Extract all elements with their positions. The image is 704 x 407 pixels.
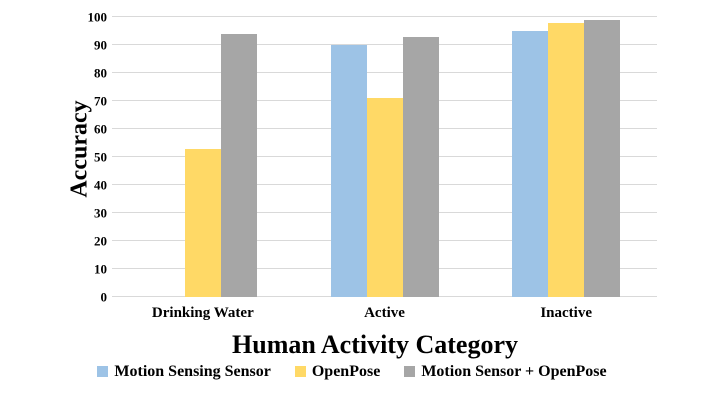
bar [512, 31, 549, 297]
y-tick-label: 70 [94, 93, 107, 109]
y-tick-label: 20 [94, 233, 107, 249]
bar [220, 33, 257, 297]
bar [330, 45, 367, 297]
bar [402, 36, 439, 297]
legend-swatch-icon [294, 365, 306, 377]
legend-item: Motion Sensor + OpenPose [404, 363, 607, 381]
y-tick-label: 40 [94, 177, 107, 193]
legend-swatch-icon [404, 365, 416, 377]
bar [548, 22, 585, 297]
y-tick-label: 60 [94, 121, 107, 137]
y-tick-label: 90 [94, 37, 107, 53]
y-tick-label: 10 [94, 261, 107, 277]
bar [584, 19, 621, 297]
legend-item: Motion Sensing Sensor [97, 363, 271, 381]
legend-label: Motion Sensing Sensor [114, 363, 271, 380]
y-tick-label: 30 [94, 205, 107, 221]
plot-area [112, 16, 657, 297]
legend: Motion Sensing Sensor OpenPose Motion Sens… [0, 363, 704, 381]
category-label: Inactive [540, 305, 592, 321]
legend-item: OpenPose [294, 363, 381, 381]
y-tick-label: 0 [100, 289, 108, 305]
category-label: Active [364, 305, 405, 321]
y-tick-label: 80 [94, 65, 107, 81]
category-label: Drinking Water [151, 305, 254, 321]
gridline [112, 16, 657, 17]
legend-swatch-icon [97, 365, 109, 377]
y-tick-label: 100 [87, 9, 108, 25]
x-axis-title: Human Activity Category [232, 330, 518, 359]
legend-label: Motion Sensor + OpenPose [421, 363, 607, 380]
legend-label: OpenPose [311, 363, 381, 380]
gridline [112, 72, 657, 73]
bar [184, 148, 221, 297]
gridline [112, 44, 657, 45]
bar [366, 98, 403, 297]
y-tick-label: 50 [94, 149, 107, 165]
